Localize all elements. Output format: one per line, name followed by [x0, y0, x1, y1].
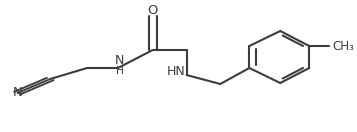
Text: H: H — [116, 66, 124, 76]
Text: HN: HN — [167, 65, 186, 78]
Text: N: N — [115, 54, 124, 67]
Text: O: O — [147, 4, 158, 17]
Text: N: N — [12, 86, 22, 100]
Text: CH₃: CH₃ — [333, 39, 355, 53]
